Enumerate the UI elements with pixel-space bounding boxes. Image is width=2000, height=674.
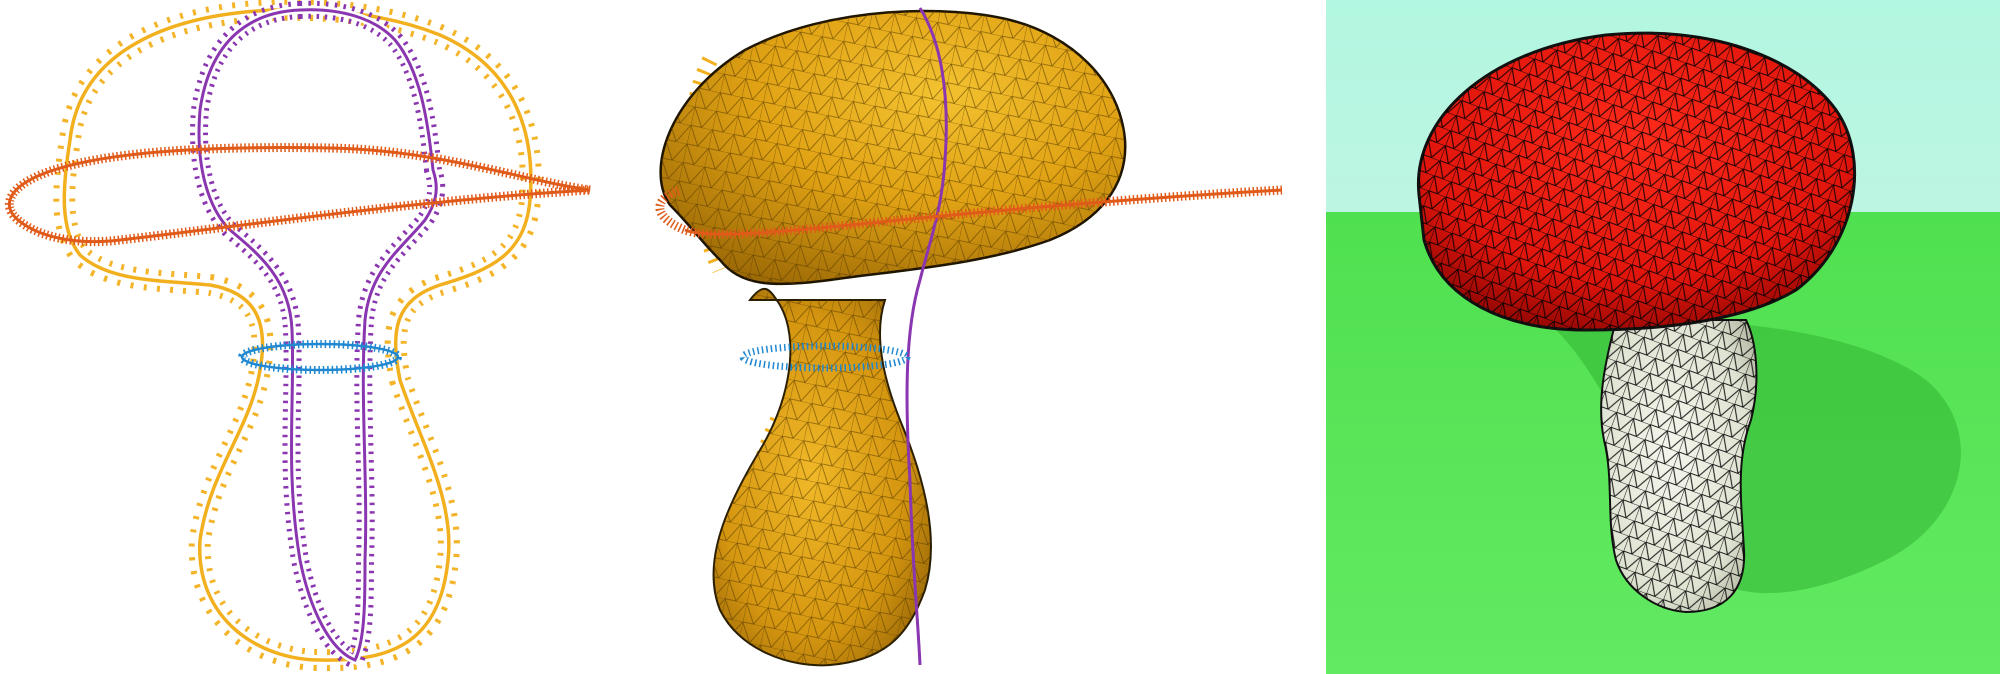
- surface-ring-normals: [739, 342, 911, 372]
- cap-rim-normals: [4, 143, 591, 247]
- curve-network-svg: [4, 0, 591, 674]
- rendered-stem-mesh: [1601, 320, 1757, 612]
- surface-panel: [640, 0, 1326, 674]
- surface-middle-curve: [905, 7, 948, 666]
- surface-cap-rim-curve: [684, 188, 1283, 236]
- cap-rim-curve: [7, 146, 591, 244]
- render-svg: [1326, 0, 2000, 674]
- curve-network-panel: [0, 0, 640, 674]
- surface-svg: [655, 7, 1283, 667]
- stem-ring-curve: [240, 342, 400, 372]
- rendered-cap-mesh: [1418, 33, 1855, 330]
- surface-stem-mesh: [713, 288, 931, 666]
- surface-cap-mesh: [660, 11, 1126, 284]
- render-panel: [1326, 0, 2000, 674]
